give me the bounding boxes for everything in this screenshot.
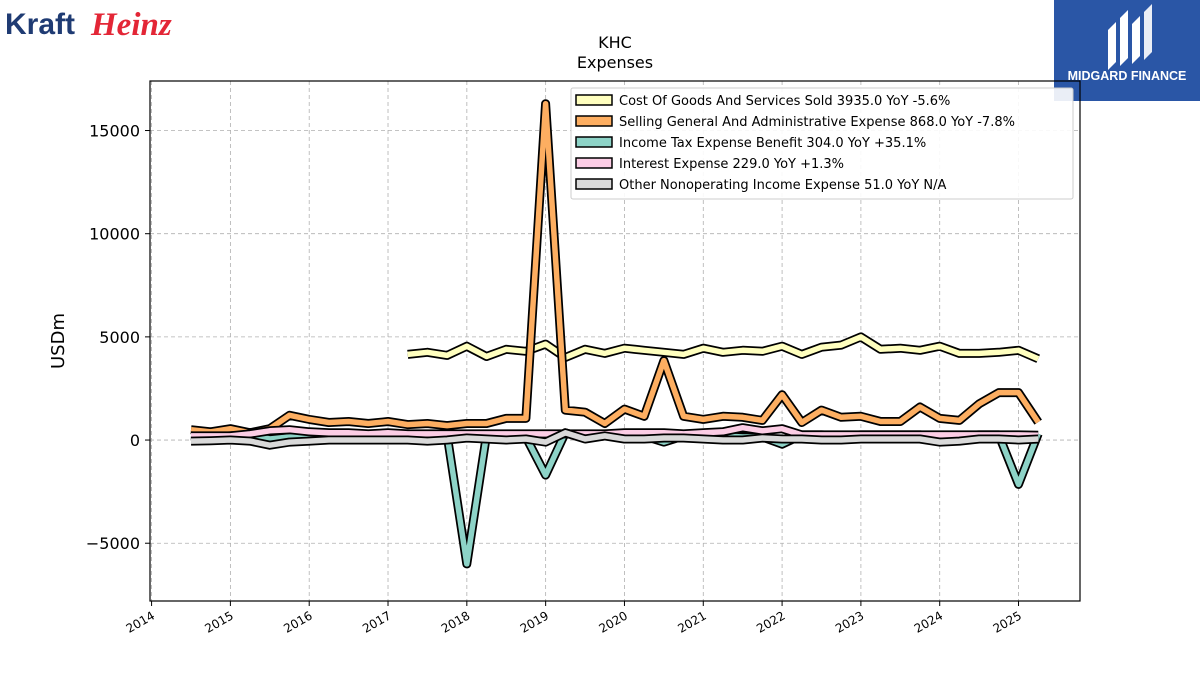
x-tick-label-2022: 2022 <box>754 608 787 635</box>
x-tick-label-2025: 2025 <box>991 608 1024 635</box>
logo-word-kraft: Kraft <box>5 8 75 41</box>
y-tick-label--5000: −5000 <box>86 534 140 553</box>
legend-swatch-2 <box>575 136 613 148</box>
x-tick-label-2016: 2016 <box>281 608 314 635</box>
axes-frame <box>149 80 1081 602</box>
y-tick-label-0: 0 <box>130 431 140 450</box>
legend-entry-0: Cost Of Goods And Services Sold 3935.0 Y… <box>619 94 950 109</box>
series-layer <box>190 99 1043 569</box>
series-outline-2 <box>190 428 1043 569</box>
y-axis-label: USDm <box>48 313 69 369</box>
y-tick-label-15000: 15000 <box>89 122 140 141</box>
y-tick-label-10000: 10000 <box>89 225 140 244</box>
series-line-2 <box>190 430 1041 567</box>
logo-word-heinz: Heinz <box>90 7 172 43</box>
chart-title: KHC <box>598 33 632 52</box>
x-tick-label-2017: 2017 <box>360 608 393 635</box>
legend-entry-4: Other Nonoperating Income Expense 51.0 Y… <box>619 178 947 193</box>
chart-subtitle: Expenses <box>577 53 653 72</box>
legend-box <box>570 87 1074 200</box>
series-line-4 <box>190 430 1039 448</box>
kraft-heinz-logo: Kraft Heinz <box>5 2 210 44</box>
midgard-finance-logo: MIDGARD FINANCE <box>1054 0 1200 101</box>
legend-swatch-3 <box>575 157 613 169</box>
legend-entry-2: Income Tax Expense Benefit 304.0 YoY +35… <box>619 136 926 151</box>
x-tick-label-2024: 2024 <box>912 608 945 635</box>
legend-entry-1: Selling General And Administrative Expen… <box>619 115 1015 130</box>
y-tick-label-5000: 5000 <box>99 328 140 347</box>
x-tick-label-2014: 2014 <box>124 608 157 635</box>
x-tick-label-2018: 2018 <box>439 608 472 635</box>
x-tick-label-2023: 2023 <box>833 608 866 635</box>
x-tick-label-2015: 2015 <box>202 608 235 635</box>
legend-swatch-4 <box>575 178 613 190</box>
legend-swatch-1 <box>575 115 613 127</box>
midgard-logo-text: MIDGARD FINANCE <box>1068 69 1187 83</box>
legend-entry-3: Interest Expense 229.0 YoY +1.3% <box>619 157 844 172</box>
legend: Cost Of Goods And Services Sold 3935.0 Y… <box>570 87 1074 200</box>
legend-swatch-0 <box>575 94 613 106</box>
x-tick-label-2019: 2019 <box>518 608 551 635</box>
series-line-0 <box>407 334 1040 362</box>
x-tick-label-2021: 2021 <box>675 608 708 635</box>
x-tick-label-2020: 2020 <box>597 608 630 635</box>
series-line-1 <box>190 100 1041 436</box>
midgard-emblem-icon <box>1108 4 1152 70</box>
